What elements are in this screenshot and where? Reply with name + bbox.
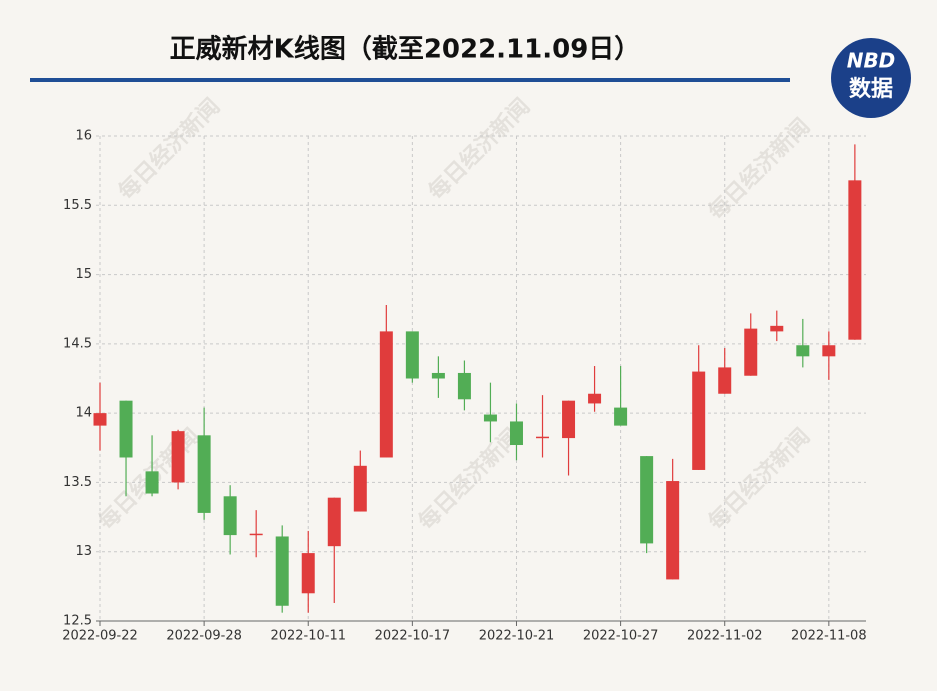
- y-tick-label: 14: [75, 406, 92, 421]
- y-tick-label: 13: [75, 544, 92, 559]
- candle-body: [327, 497, 341, 547]
- candle-body: [275, 536, 289, 606]
- logo-top: NBD: [847, 49, 896, 73]
- candle-body: [249, 533, 263, 536]
- candle-body: [119, 400, 133, 458]
- y-tick-label: 15: [75, 267, 92, 282]
- y-tick-label: 13.5: [63, 475, 92, 490]
- y-tick-label: 14.5: [63, 336, 92, 351]
- x-tick-label: 2022-09-28: [166, 629, 242, 644]
- candle-body: [614, 407, 628, 426]
- candle-body: [223, 496, 237, 536]
- logo: [831, 38, 911, 118]
- candle-body: [822, 345, 836, 357]
- candle-body: [770, 325, 784, 332]
- candle-body: [848, 180, 862, 340]
- candle-body: [718, 367, 732, 394]
- logo-bottom: 数据: [849, 76, 893, 102]
- x-tick-label: 2022-11-02: [687, 629, 763, 644]
- candle-body: [744, 328, 758, 376]
- candle-body: [666, 481, 680, 580]
- chart-title: 正威新材K线图（截至2022.11.09日）: [170, 34, 641, 65]
- x-tick-label: 2022-10-21: [479, 629, 555, 644]
- candle-body: [536, 436, 550, 439]
- candle-body: [457, 372, 471, 400]
- candle-body: [588, 393, 602, 404]
- candle-body: [431, 372, 445, 379]
- title-rule: [30, 78, 790, 82]
- x-tick-label: 2022-10-11: [270, 629, 346, 644]
- candle-body: [379, 331, 393, 458]
- candle-body: [640, 456, 654, 544]
- candle-body: [692, 371, 706, 470]
- y-tick-label: 16: [75, 129, 92, 144]
- x-tick-label: 2022-11-08: [791, 629, 867, 644]
- candle-body: [509, 421, 523, 446]
- candle-body: [796, 345, 810, 357]
- candle-body: [405, 331, 419, 379]
- x-tick-label: 2022-10-17: [375, 629, 451, 644]
- candle-body: [197, 435, 211, 513]
- candle-body: [93, 413, 107, 426]
- y-tick-label: 12.5: [63, 614, 92, 629]
- x-tick-label: 2022-10-27: [583, 629, 659, 644]
- candle-body: [562, 400, 576, 439]
- candle-body: [145, 471, 159, 494]
- y-tick-label: 15.5: [63, 198, 92, 213]
- x-tick-label: 2022-09-22: [62, 629, 138, 644]
- candle-body: [353, 465, 367, 512]
- candle-body: [483, 414, 497, 422]
- candle-body: [171, 431, 185, 483]
- candle-body: [301, 553, 315, 594]
